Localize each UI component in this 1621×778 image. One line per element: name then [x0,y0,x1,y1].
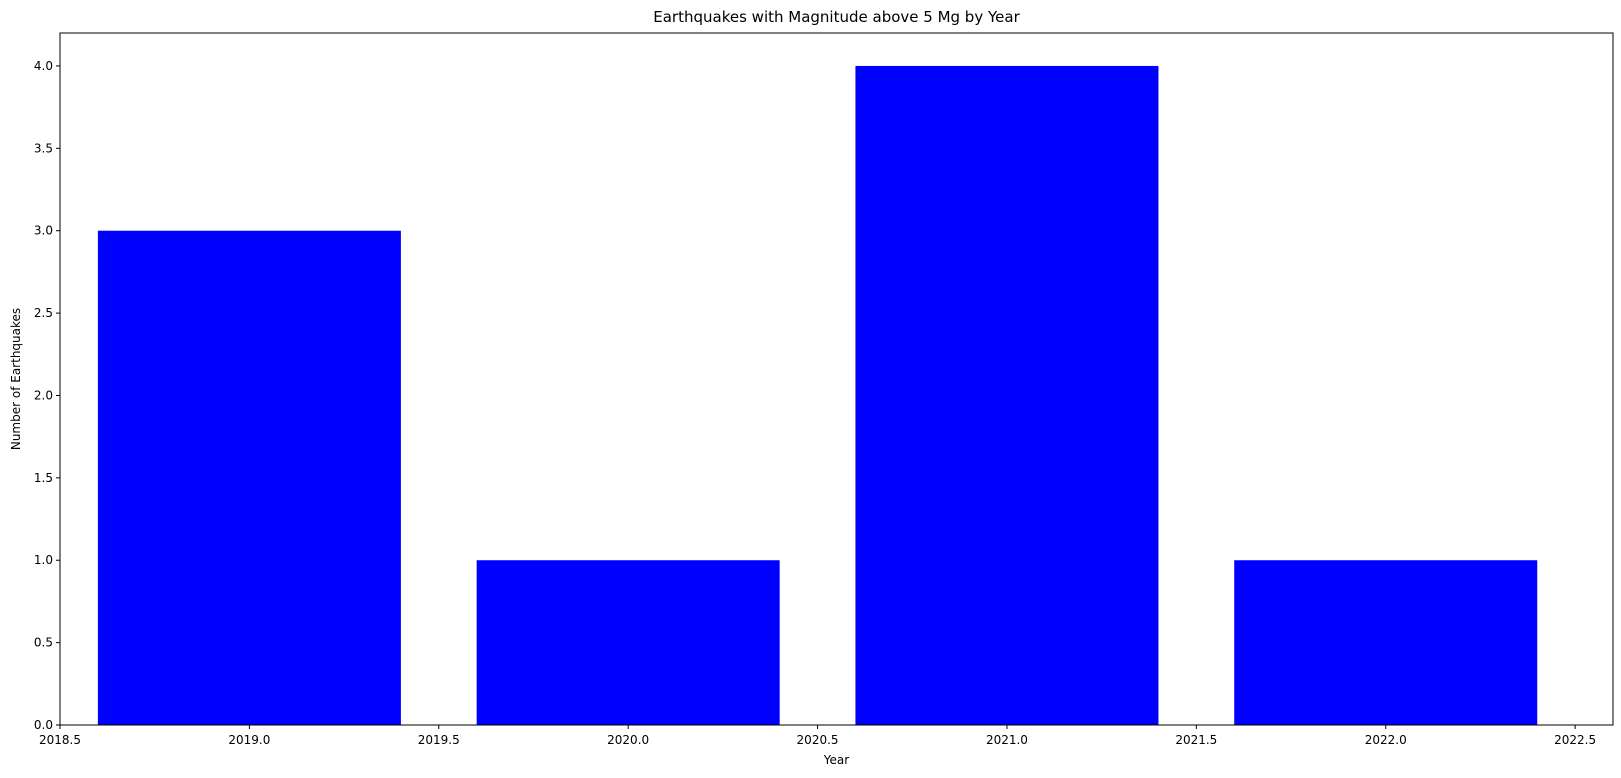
x-tick-label: 2022.5 [1554,733,1596,747]
bar-2020 [476,560,780,725]
bar-2022 [1234,560,1538,725]
y-tick-label: 4.0 [34,59,53,73]
x-axis-ticks: 2018.5 2019.0 2019.5 2020.0 2020.5 2021.0 2021… [39,725,1596,747]
y-tick-label: 0.0 [34,718,53,732]
y-axis-label: Number of Earthquakes [9,308,23,450]
y-tick-label: 1.5 [34,471,53,485]
x-tick-label: 2018.5 [39,733,81,747]
x-tick-label: 2019.0 [228,733,270,747]
bar-2019 [97,230,401,725]
x-axis-label: Year [823,753,849,767]
x-tick-label: 2021.5 [1175,733,1217,747]
y-tick-label: 1.0 [34,553,53,567]
plot-frame [59,32,1614,726]
x-tick-label: 2021.0 [986,733,1028,747]
chart-title: Earthquakes with Magnitude above 5 Mg by… [653,8,1020,26]
y-tick-label: 2.5 [34,306,53,320]
y-tick-label: 3.0 [34,224,53,238]
bar-2021 [855,65,1159,725]
x-tick-label: 2022.0 [1365,733,1407,747]
y-tick-label: 2.0 [34,388,53,402]
bars-group [97,65,1538,725]
x-tick-label: 2020.0 [607,733,649,747]
y-tick-label: 3.5 [34,141,53,155]
y-tick-label: 0.5 [34,636,53,650]
x-tick-label: 2020.5 [797,733,839,747]
x-tick-label: 2019.5 [418,733,460,747]
y-axis-ticks: 0.0 0.5 1.0 1.5 2.0 2.5 3.0 3.5 4.0 [34,59,60,732]
